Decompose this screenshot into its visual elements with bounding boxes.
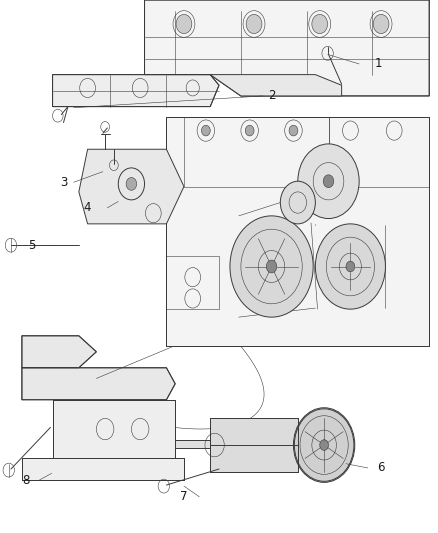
Text: 3: 3 bbox=[60, 176, 67, 189]
Circle shape bbox=[373, 14, 389, 34]
Polygon shape bbox=[210, 418, 298, 472]
Circle shape bbox=[323, 175, 334, 188]
Circle shape bbox=[176, 14, 192, 34]
Polygon shape bbox=[79, 149, 184, 224]
Polygon shape bbox=[22, 458, 184, 480]
Circle shape bbox=[266, 260, 277, 273]
Text: 8: 8 bbox=[23, 474, 30, 487]
Text: 7: 7 bbox=[180, 490, 188, 503]
Circle shape bbox=[230, 216, 313, 317]
Circle shape bbox=[201, 125, 210, 136]
Text: 4: 4 bbox=[84, 201, 92, 214]
Circle shape bbox=[312, 14, 328, 34]
Polygon shape bbox=[210, 75, 342, 96]
Text: 2: 2 bbox=[268, 90, 276, 102]
Circle shape bbox=[246, 14, 262, 34]
Circle shape bbox=[320, 440, 328, 450]
Circle shape bbox=[346, 261, 355, 272]
Polygon shape bbox=[53, 400, 175, 458]
Circle shape bbox=[298, 144, 359, 219]
Polygon shape bbox=[22, 336, 96, 368]
Polygon shape bbox=[175, 440, 228, 448]
Text: 5: 5 bbox=[28, 239, 35, 252]
Polygon shape bbox=[166, 117, 429, 346]
Circle shape bbox=[315, 224, 385, 309]
Polygon shape bbox=[145, 0, 429, 96]
Circle shape bbox=[280, 181, 315, 224]
Text: 6: 6 bbox=[377, 462, 385, 474]
Polygon shape bbox=[22, 368, 175, 400]
Circle shape bbox=[293, 408, 355, 482]
Polygon shape bbox=[53, 75, 219, 107]
Circle shape bbox=[289, 125, 298, 136]
Text: 1: 1 bbox=[375, 58, 383, 70]
Circle shape bbox=[126, 177, 137, 190]
Circle shape bbox=[245, 125, 254, 136]
